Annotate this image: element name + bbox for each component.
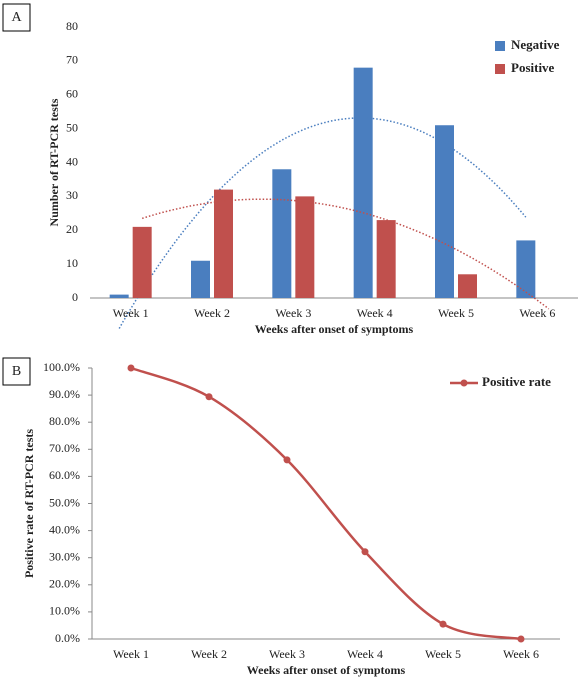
x-tick-label: Week 5	[425, 647, 461, 661]
marker	[283, 456, 291, 464]
bar	[191, 260, 210, 298]
marker	[361, 548, 369, 556]
y-tick-label: 80	[66, 19, 78, 33]
y-tick-label: 100.0%	[43, 360, 80, 374]
y-tick-label: 70	[66, 53, 78, 67]
y-tick-label: 10.0%	[49, 604, 80, 618]
bar	[272, 169, 292, 298]
y-tick-label: 40	[66, 154, 78, 168]
x-tick-label: Week 5	[438, 306, 474, 320]
panel-box	[2, 357, 31, 386]
y-tick-label: 80.0%	[49, 414, 80, 428]
y-tick-label: 60	[66, 87, 78, 101]
x-tick-label: Week 2	[191, 647, 227, 661]
bar	[353, 67, 373, 299]
panel-label: A	[11, 10, 22, 25]
y-tick-label: 50.0%	[49, 495, 80, 509]
x-tick-label: Week 3	[269, 647, 305, 661]
marker	[439, 620, 447, 628]
panel-box	[2, 3, 31, 32]
y-tick-label: 30.0%	[49, 549, 80, 563]
x-tick-label: Week 6	[519, 306, 555, 320]
y-tick-label: 20	[66, 222, 78, 236]
legend-swatch	[495, 64, 505, 74]
y-tick-label: 10	[66, 256, 78, 270]
bar	[109, 294, 129, 298]
x-tick-label: Week 3	[275, 306, 311, 320]
x-tick-label: Week 4	[347, 647, 383, 661]
legend-label: Negative	[511, 37, 560, 52]
bar	[458, 274, 477, 298]
legend-swatch	[495, 41, 505, 51]
marker	[127, 364, 135, 372]
y-tick-label: 50	[66, 120, 78, 134]
legend-marker	[460, 379, 468, 387]
x-tick-label: Week 2	[194, 306, 230, 320]
panel-label: B	[12, 364, 21, 379]
y-tick-label: 0	[72, 290, 78, 304]
y-axis-title: Positive rate of RT-PCR tests	[22, 429, 36, 578]
x-tick-label: Week 6	[503, 647, 539, 661]
x-axis-title: Weeks after onset of symptoms	[255, 322, 414, 336]
bar	[516, 240, 536, 298]
bar	[376, 220, 396, 298]
x-tick-label: Week 4	[357, 306, 393, 320]
x-axis-title: Weeks after onset of symptoms	[247, 663, 406, 677]
y-tick-label: 30	[66, 188, 78, 202]
y-tick-label: 90.0%	[49, 387, 80, 401]
y-tick-label: 60.0%	[49, 468, 80, 482]
x-tick-label: Week 1	[113, 647, 149, 661]
y-tick-label: 20.0%	[49, 577, 80, 591]
marker	[205, 393, 213, 401]
y-tick-label: 40.0%	[49, 522, 80, 536]
legend-label: Positive	[511, 60, 555, 75]
y-tick-label: 70.0%	[49, 441, 80, 455]
y-tick-label: 0.0%	[55, 631, 80, 645]
bar	[214, 189, 233, 298]
bar	[295, 196, 315, 298]
bar	[435, 125, 454, 298]
marker	[517, 635, 525, 643]
x-tick-label: Week 1	[113, 306, 149, 320]
bar	[132, 226, 152, 298]
y-axis-title: Number of RT-PCR tests	[47, 98, 61, 226]
legend-label: Positive rate	[482, 374, 551, 389]
line	[130, 366, 522, 641]
